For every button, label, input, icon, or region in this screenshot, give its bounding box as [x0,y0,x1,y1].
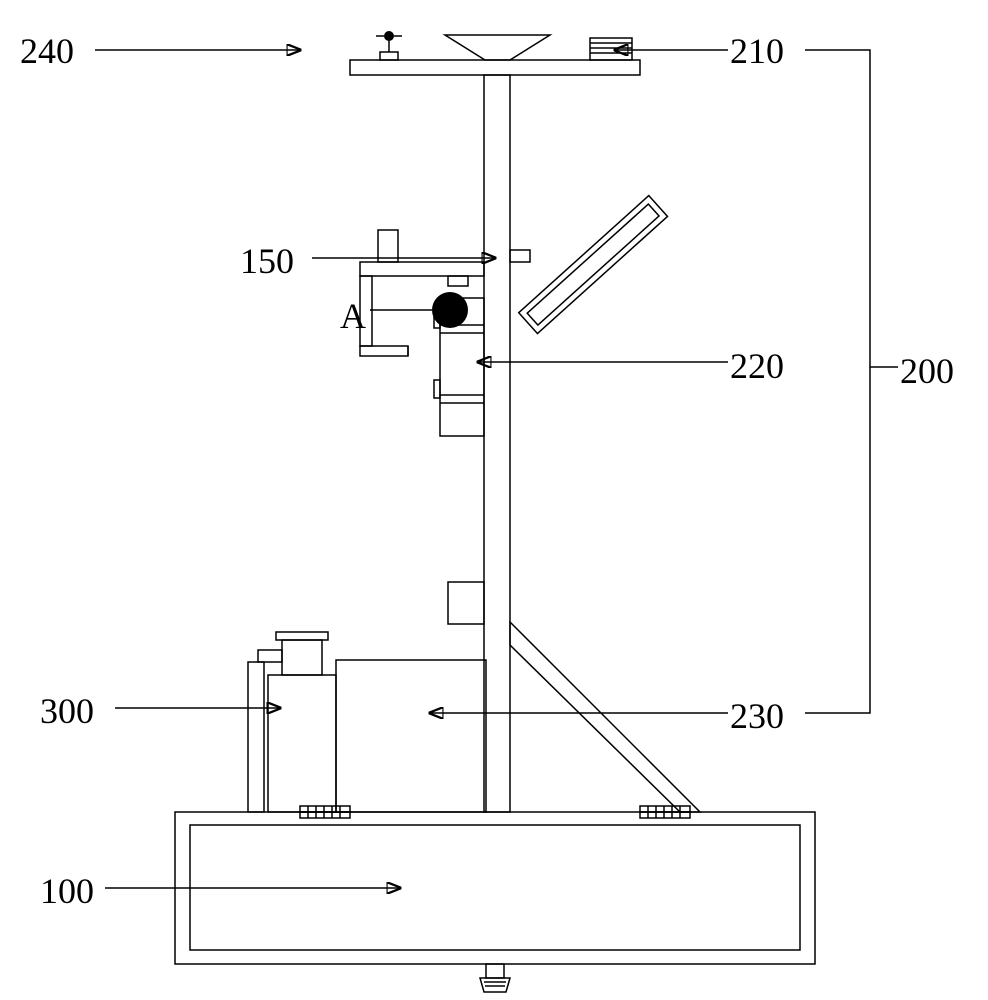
funnel [445,35,550,60]
brace [510,622,700,812]
drain-stem [486,964,504,978]
drain-cap [480,978,510,992]
pump-300 [248,632,336,812]
box-230 [336,660,486,812]
main-pole [484,75,510,812]
pole-block [448,582,484,624]
leader-200-top [805,50,898,367]
sensor-240 [376,31,402,60]
sensor-210 [590,38,632,60]
top-platform [350,60,640,75]
solar-panel [510,196,668,334]
leader-200-bot [805,367,870,713]
mid-assembly [360,230,484,436]
technical-drawing [0,0,988,1000]
